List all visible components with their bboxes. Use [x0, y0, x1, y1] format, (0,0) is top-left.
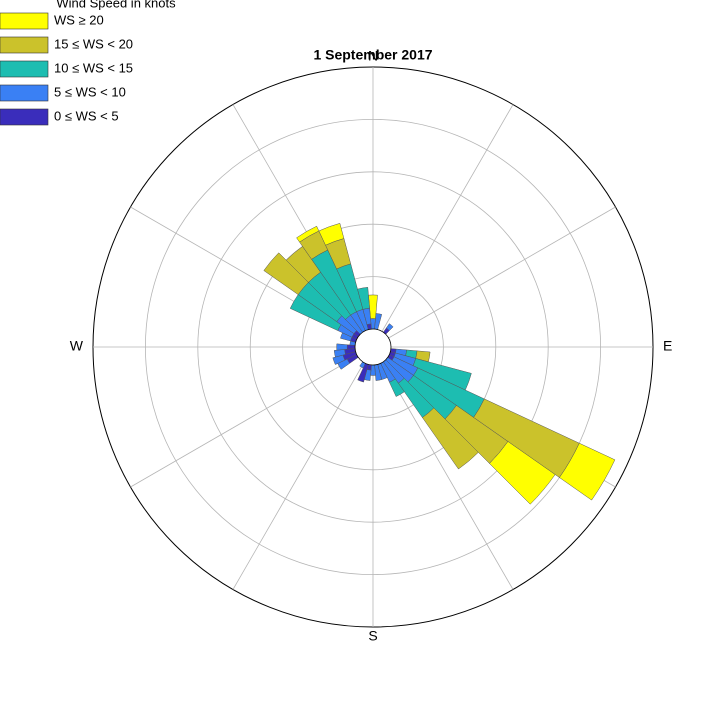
rose-segment	[263, 252, 309, 295]
grid-spoke	[232, 362, 365, 590]
grid-spoke	[130, 355, 358, 488]
legend-swatch	[0, 84, 49, 102]
rose-segment	[336, 343, 348, 351]
legend-swatch	[0, 36, 49, 54]
rose-segment	[385, 323, 394, 331]
rose-segment	[296, 225, 320, 243]
center-hole	[354, 328, 392, 366]
direction-label: S	[368, 628, 377, 644]
legend-label: 15 ≤ WS < 20	[54, 36, 133, 51]
rose-segment	[357, 287, 370, 310]
rose-segment	[389, 378, 405, 397]
legend-label: 0 ≤ WS < 5	[54, 108, 119, 123]
legend-label: 5 ≤ WS < 10	[54, 84, 126, 99]
grid-spoke	[381, 104, 514, 332]
direction-label: N	[368, 48, 378, 64]
legend-label: WS ≥ 20	[54, 12, 104, 27]
rose-segment	[374, 313, 383, 330]
rose-segment	[332, 354, 346, 365]
grid-spoke	[381, 362, 514, 590]
direction-label: W	[70, 338, 84, 354]
rose-segment	[422, 407, 479, 470]
rose-segment	[333, 349, 346, 358]
legend-swatch	[0, 12, 49, 30]
legend-swatch	[0, 108, 49, 126]
direction-label: E	[663, 338, 672, 354]
legend-title: Wind Speed in knots	[56, 0, 176, 10]
rose-segment	[559, 442, 616, 501]
chart-title: 1 September 2017	[313, 47, 432, 63]
legend-label: 10 ≤ WS < 15	[54, 60, 133, 75]
rose-segment	[318, 223, 345, 246]
grid-spoke	[388, 206, 616, 339]
rose-segment	[368, 294, 378, 319]
legend-swatch	[0, 60, 49, 78]
rose-segment	[489, 441, 556, 505]
